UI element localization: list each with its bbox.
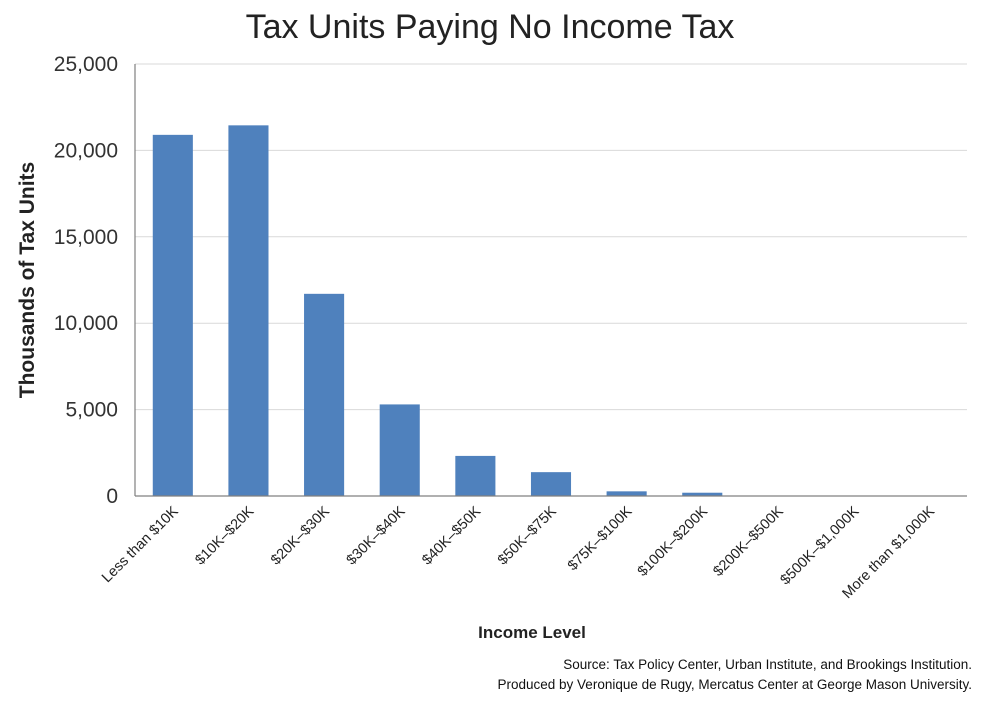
y-tick-label: 20,000: [54, 139, 118, 162]
x-tick-label: $200K–$500K: [710, 503, 787, 580]
x-tick-label: $40K–$50K: [419, 503, 484, 568]
x-axis-ticks: Less than $10K $10K–$20K $20K–$30K $30K–$40…: [99, 503, 938, 602]
y-tick-label: 5,000: [65, 399, 118, 422]
y-tick-label: 15,000: [54, 226, 118, 249]
x-tick-label: $500K–$1,000K: [778, 503, 863, 588]
chart-title: Tax Units Paying No Income Tax: [246, 8, 735, 46]
x-tick-label: $20K–$30K: [268, 503, 333, 568]
bar: [682, 492, 723, 496]
bar: [606, 491, 647, 496]
x-tick-label: $30K–$40K: [344, 503, 409, 568]
bar: [379, 404, 420, 496]
axes: [134, 64, 967, 497]
bar: [152, 134, 193, 496]
y-tick-label: 10,000: [54, 312, 118, 335]
x-tick-label: $10K–$20K: [192, 503, 257, 568]
bar: [530, 472, 572, 496]
y-tick-label: 0: [106, 485, 118, 508]
x-axis-label: Income Level: [478, 623, 586, 642]
x-tick-label: Less than $10K: [99, 503, 182, 586]
source-note: Source: Tax Policy Center, Urban Institu…: [563, 657, 972, 672]
x-tick-label: $75K–$100K: [565, 503, 636, 574]
x-tick-label: $50K–$75K: [495, 503, 560, 568]
y-axis-ticks: 0 5,000 10,000 15,000 20,000 25,000: [54, 53, 118, 508]
y-tick-label: 25,000: [54, 53, 118, 76]
bars: [152, 125, 950, 497]
bar: [304, 293, 345, 496]
producer-note: Produced by Veronique de Rugy, Mercatus …: [498, 677, 973, 692]
bar: [455, 455, 496, 496]
y-axis-label: Thousands of Tax Units: [16, 162, 39, 398]
x-tick-label: $100K–$200K: [635, 503, 712, 580]
bar: [228, 125, 269, 497]
gridlines: [135, 63, 967, 411]
